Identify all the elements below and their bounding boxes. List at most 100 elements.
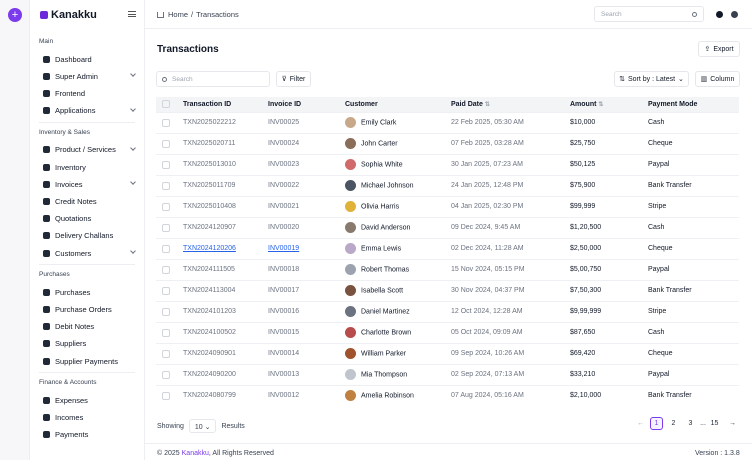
cell-customer[interactable]: Amelia Robinson xyxy=(345,384,451,406)
filter-button[interactable]: ⊽ Filter xyxy=(276,71,311,87)
sidebar-item-inventory[interactable]: Inventory xyxy=(43,160,139,174)
sidebar-item-credit-notes[interactable]: Credit Notes xyxy=(43,194,139,208)
next-page-button[interactable]: → xyxy=(729,420,736,427)
cell-customer[interactable]: Michael Johnson xyxy=(345,174,451,196)
select-all-checkbox[interactable] xyxy=(162,100,170,109)
row-checkbox[interactable] xyxy=(162,244,170,253)
chevron-down-icon[interactable] xyxy=(130,144,136,151)
table-row[interactable]: TXN2024101203 INV00016 Daniel Martinez 12 O… xyxy=(156,300,739,322)
cell-customer[interactable]: Mia Thompson xyxy=(345,363,451,385)
page-size-select[interactable]: 10 ⌄ xyxy=(188,419,217,433)
col-amount[interactable]: Amount ⇅ xyxy=(570,97,648,112)
row-checkbox[interactable] xyxy=(162,223,170,232)
prev-page-button[interactable]: ← xyxy=(637,420,644,427)
chevron-down-icon[interactable] xyxy=(130,105,136,112)
row-checkbox[interactable] xyxy=(162,307,170,316)
column-button[interactable]: ▥ Column xyxy=(695,71,740,87)
sidebar-item-super-admin[interactable]: Super Admin xyxy=(43,69,139,83)
settings-icon[interactable] xyxy=(731,11,738,18)
row-checkbox[interactable] xyxy=(162,391,170,400)
sidebar-item-customers[interactable]: Customers xyxy=(43,246,139,260)
table-row[interactable]: TXN2025020711 INV00024 John Carter 07 Feb 2… xyxy=(156,132,739,154)
sidebar-item-purchases[interactable]: Purchases xyxy=(43,285,139,299)
page-button[interactable]: 1 xyxy=(650,417,663,430)
row-checkbox[interactable] xyxy=(162,349,170,358)
breadcrumb-home[interactable]: Home xyxy=(168,10,189,19)
sort-arrows-icon[interactable]: ⇅ xyxy=(484,101,490,108)
sidebar-item-debit-notes[interactable]: Debit Notes xyxy=(43,320,139,334)
col-paid-date[interactable]: Paid Date ⇅ xyxy=(451,97,570,112)
row-checkbox[interactable] xyxy=(162,370,170,379)
sidebar-item-frontend[interactable]: Frontend xyxy=(43,86,139,100)
cell-customer[interactable]: Emily Clark xyxy=(345,111,451,133)
app-logo[interactable]: Kanakku xyxy=(40,9,97,21)
table-row[interactable]: TXN2025022212 INV00025 Emily Clark 22 Feb 2… xyxy=(156,111,739,133)
avatar xyxy=(345,117,356,128)
table-row[interactable]: TXN2024080799 INV00012 Amelia Robinson 07 A… xyxy=(156,384,739,406)
sidebar-item-purchase-orders[interactable]: Purchase Orders xyxy=(43,302,139,316)
cell-customer[interactable]: Isabella Scott xyxy=(345,279,451,301)
row-checkbox[interactable] xyxy=(162,118,170,127)
copyright-brand-link[interactable]: Kanakku xyxy=(181,450,209,457)
row-checkbox[interactable] xyxy=(162,265,170,274)
chevron-down-icon[interactable] xyxy=(130,71,136,78)
notification-icon[interactable] xyxy=(716,11,723,18)
cell-customer[interactable]: William Parker xyxy=(345,342,451,364)
sidebar: Kanakku Main Dashboard Super Admin Frontend… xyxy=(30,0,145,460)
table-row[interactable]: TXN2025011709 INV00022 Michael Johnson 24 J… xyxy=(156,174,739,196)
table-row[interactable]: TXN2024111505 INV00018 Robert Thomas 15 Nov… xyxy=(156,258,739,280)
sidebar-item-dashboard[interactable]: Dashboard xyxy=(43,52,139,66)
cell-customer[interactable]: Charlotte Brown xyxy=(345,321,451,343)
row-checkbox[interactable] xyxy=(162,202,170,211)
table-row[interactable]: TXN2025013010 INV00023 Sophia White 30 Jan … xyxy=(156,153,739,175)
table-row[interactable]: TXN2024120907 INV00020 David Anderson 09 De… xyxy=(156,216,739,238)
sidebar-item-product-services[interactable]: Product / Services xyxy=(43,143,139,157)
sidebar-item-label: Incomes xyxy=(55,412,84,422)
row-checkbox[interactable] xyxy=(162,139,170,148)
table-row[interactable]: TXN2024090901 INV00014 William Parker 09 Se… xyxy=(156,342,739,364)
sidebar-item-payments[interactable]: Payments xyxy=(43,428,139,442)
sidebar-item-applications[interactable]: Applications xyxy=(43,104,139,118)
chevron-down-icon[interactable] xyxy=(130,179,136,186)
cell-customer[interactable]: John Carter xyxy=(345,132,451,154)
sidebar-item-quotations[interactable]: Quotations xyxy=(43,212,139,226)
table-row[interactable]: TXN2024120206 INV00019 Emma Lewis 02 Dec 20… xyxy=(156,237,739,259)
row-checkbox[interactable] xyxy=(162,286,170,295)
sidebar-item-incomes[interactable]: Incomes xyxy=(43,410,139,424)
sidebar-item-supplier-payments[interactable]: Supplier Payments xyxy=(43,354,139,368)
export-button[interactable]: ⇪ Export xyxy=(698,41,740,57)
cell-invoice-id[interactable]: INV00019 xyxy=(268,237,345,259)
sidebar-item-expenses[interactable]: Expenses xyxy=(43,393,139,407)
footer-divider xyxy=(145,443,752,444)
table-row[interactable]: TXN2024100502 INV00015 Charlotte Brown 05 O… xyxy=(156,321,739,343)
cell-customer[interactable]: David Anderson xyxy=(345,216,451,238)
sidebar-item-invoices[interactable]: Invoices xyxy=(43,177,139,191)
chevron-down-icon[interactable] xyxy=(130,248,136,254)
cell-customer[interactable]: Olivia Harris xyxy=(345,195,451,217)
table-row[interactable]: TXN2024090200 INV00013 Mia Thompson 02 Sep … xyxy=(156,363,739,385)
menu-toggle-icon[interactable] xyxy=(128,11,136,17)
sidebar-item-label: Supplier Payments xyxy=(55,356,118,366)
page-button[interactable]: 15 xyxy=(710,420,719,427)
cell-customer[interactable]: Sophia White xyxy=(345,153,451,175)
page-button[interactable]: 3 xyxy=(688,420,693,427)
add-icon[interactable]: + xyxy=(8,8,22,22)
cell-customer[interactable]: Robert Thomas xyxy=(345,258,451,280)
table-search-input[interactable]: Search xyxy=(156,71,270,87)
sidebar-item-delivery-challans[interactable]: Delivery Challans xyxy=(43,229,139,243)
top-search-input[interactable]: Search xyxy=(594,6,704,22)
sidebar-item-suppliers[interactable]: Suppliers xyxy=(43,337,139,351)
table-row[interactable]: TXN2025010408 INV00021 Olivia Harris 04 Jan… xyxy=(156,195,739,217)
row-checkbox[interactable] xyxy=(162,160,170,169)
cell-customer[interactable]: Emma Lewis xyxy=(345,237,451,259)
avatar xyxy=(345,243,356,254)
table-row[interactable]: TXN2024113004 INV00017 Isabella Scott 30 No… xyxy=(156,279,739,301)
cell-transaction-id[interactable]: TXN2024120206 xyxy=(183,237,268,259)
page-button[interactable]: 2 xyxy=(671,420,676,427)
sort-dropdown[interactable]: ⇅ Sort by : Latest ⌄ xyxy=(614,71,689,87)
row-checkbox[interactable] xyxy=(162,181,170,190)
row-checkbox[interactable] xyxy=(162,328,170,337)
sort-arrows-icon[interactable]: ⇅ xyxy=(598,101,604,108)
topbar: Home / Transactions Search xyxy=(145,0,752,29)
cell-customer[interactable]: Daniel Martinez xyxy=(345,300,451,322)
